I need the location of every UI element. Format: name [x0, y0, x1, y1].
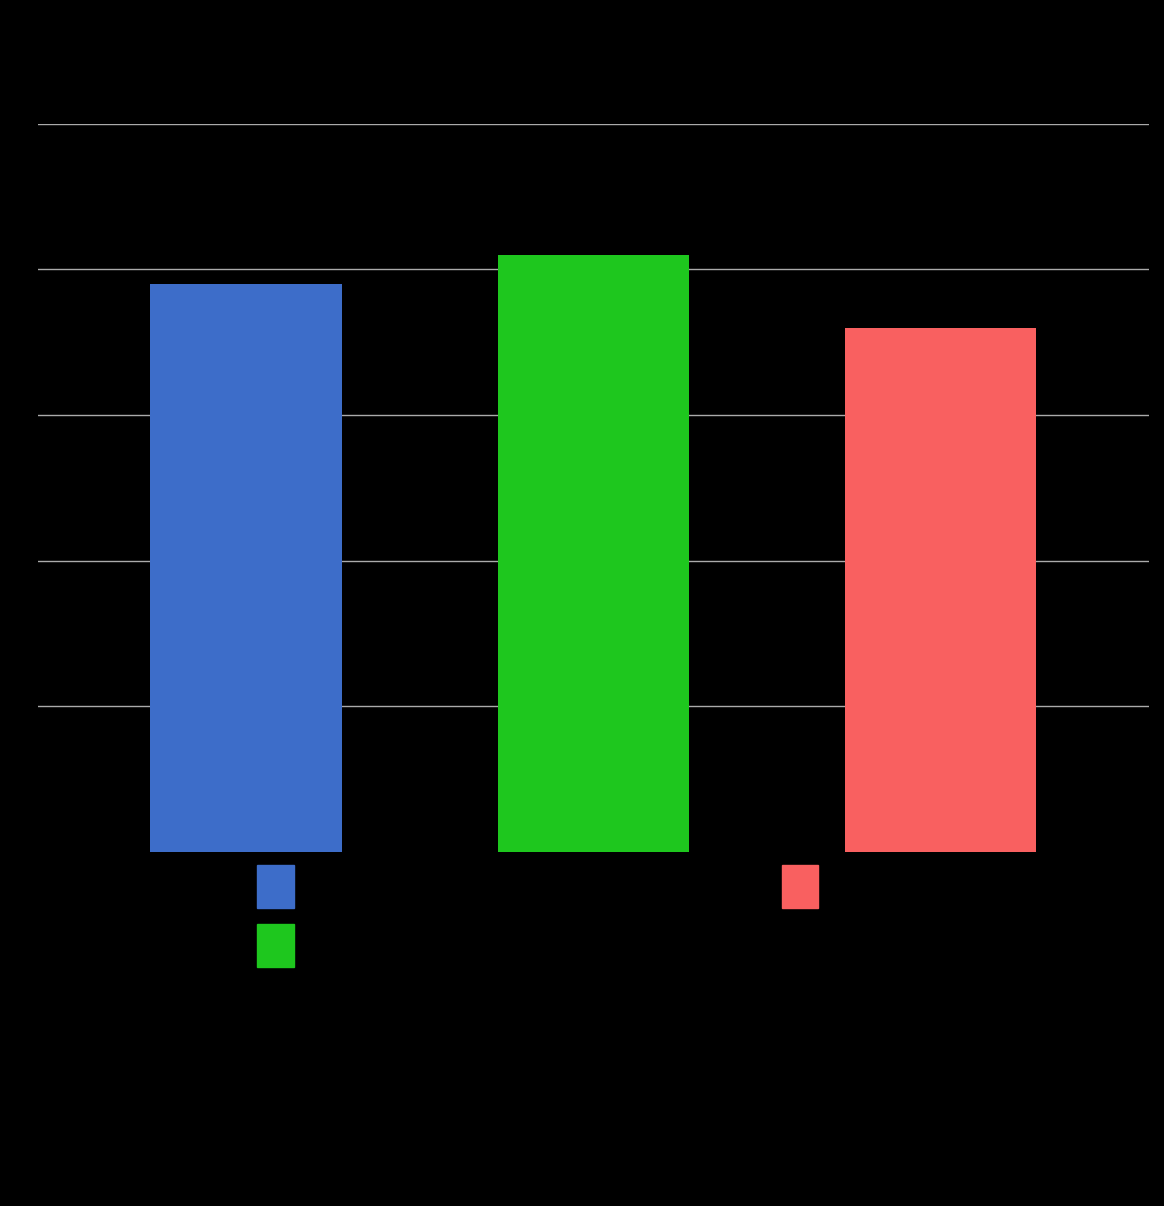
Bar	[498, 254, 689, 851]
Legend: Investment professionals, Management consultants, Other: Investment professionals, Management con…	[242, 850, 945, 982]
Title: Importance of expert networks to investment research
(1 = not important, 5 = ver: Importance of expert networks to investm…	[0, 14, 1164, 96]
Bar	[150, 283, 341, 851]
Bar	[845, 328, 1036, 851]
